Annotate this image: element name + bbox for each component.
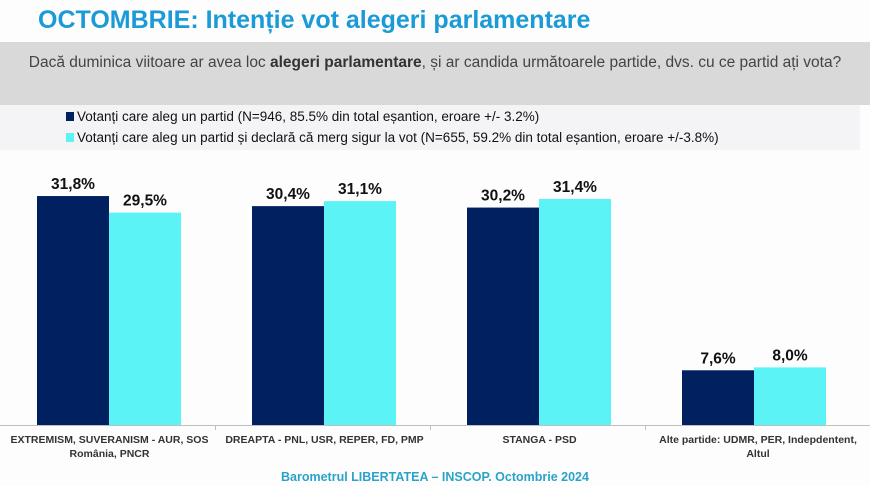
legend-swatch [66, 133, 74, 142]
category-label: EXTREMISM, SUVERANISM - AUR, SOS România… [10, 434, 209, 460]
question-bold-text: alegeri parlamentare [270, 54, 422, 71]
bar [324, 201, 396, 425]
legend-swatch [66, 112, 74, 121]
bar [754, 367, 826, 425]
category-label: DREAPTA - PNL, USR, REPER, FD, PMP [225, 434, 424, 446]
bar [467, 207, 539, 425]
legend-label: Votanți care aleg un partid și declară c… [77, 130, 719, 145]
bar [37, 196, 109, 425]
data-label: 31,4% [553, 179, 597, 196]
chart-legend: Votanți care aleg un partid (N=946, 85.5… [0, 105, 860, 150]
survey-question: Dacă duminica viitoare ar avea loc alege… [0, 42, 870, 105]
bar [539, 198, 611, 425]
slide-title: OCTOMBRIE: Intenție vot alegeri parlamen… [38, 6, 591, 34]
question-text: Dacă duminica viitoare ar avea loc [28, 54, 270, 71]
data-label: 31,1% [338, 181, 382, 198]
data-label: 7,6% [700, 350, 736, 367]
data-label: 30,4% [266, 186, 310, 203]
question-text-end: , și ar candida următoarele partide, dvs… [421, 54, 842, 71]
category-label: Alte partide: UDMR, PER, Indepdentent, A… [659, 434, 857, 460]
bar [252, 206, 324, 425]
legend-item-series-1: Votanți care aleg un partid (N=946, 85.5… [66, 109, 539, 124]
bar-chart: 31,8% 29,5% 30,4% 31,1% 30,2% 31,4% 7,6% 8,0% [0, 176, 870, 430]
category-label: STANGA - PSD [502, 434, 577, 446]
legend-label: Votanți care aleg un partid (N=946, 85.5… [77, 109, 540, 124]
footer-source: Barometrul LIBERTATEA – INSCOP. Octombri… [281, 470, 589, 484]
data-label: 31,8% [51, 176, 95, 193]
bar [109, 212, 181, 425]
legend-item-series-2: Votanți care aleg un partid și declară c… [66, 130, 719, 145]
data-label: 30,2% [481, 188, 525, 205]
data-label: 29,5% [123, 193, 167, 210]
bar [682, 370, 754, 425]
data-label: 8,0% [772, 347, 808, 364]
